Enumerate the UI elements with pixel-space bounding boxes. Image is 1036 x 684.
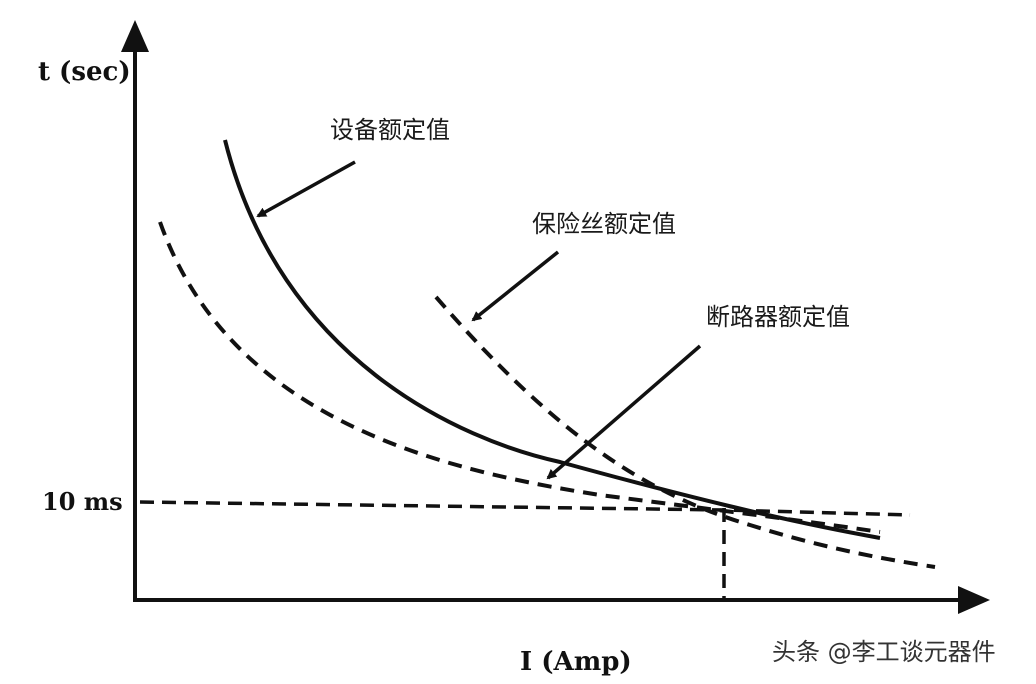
source-watermark: 头条 @李工谈元器件 <box>772 638 996 666</box>
reference-line-10ms <box>139 500 911 517</box>
fuse-rating-label: 保险丝额定值 <box>532 210 676 238</box>
y-axis-arrowhead <box>121 20 149 52</box>
fuse-annotation-arrow <box>471 250 560 322</box>
equipment-rating-curve <box>223 139 881 540</box>
equipment-rating-label: 设备额定值 <box>330 116 450 144</box>
fuse-rating-curve <box>434 295 936 569</box>
breaker-rating-curve <box>158 221 881 534</box>
breaker-rating-label: 断路器额定值 <box>706 303 850 331</box>
axes <box>121 20 990 614</box>
y-tick-label-10ms: 10 ms <box>42 487 123 516</box>
breaker-annotation-arrow <box>546 344 702 480</box>
x-axis-arrowhead <box>958 586 990 614</box>
y-axis-label: t (sec) <box>38 57 131 87</box>
equipment-annotation-arrow <box>256 160 356 218</box>
x-axis-label: I (Amp) <box>520 647 632 677</box>
